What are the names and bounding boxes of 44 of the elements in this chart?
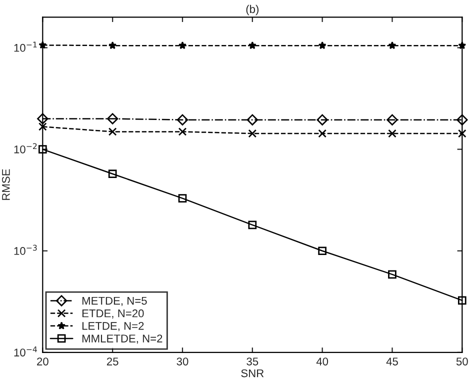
x-tick-label: 20	[37, 358, 48, 366]
point	[388, 129, 396, 138]
point	[456, 114, 468, 126]
y-axis-title: RMSE	[2, 169, 10, 200]
point	[176, 114, 188, 126]
chart-title: (b)	[246, 4, 259, 16]
legend-label: METDE, N=5	[82, 296, 147, 306]
point	[248, 41, 256, 50]
point	[178, 41, 186, 50]
point	[248, 220, 257, 230]
legend-label: LETDE, N=2	[82, 322, 144, 332]
point	[388, 41, 396, 50]
point	[248, 129, 257, 138]
point	[246, 114, 258, 126]
point	[106, 113, 118, 124]
point	[38, 122, 47, 131]
y-tick-label: 10$^{−2}$	[14, 143, 37, 154]
legend-label: ETDE, N=20	[82, 309, 144, 319]
point	[388, 270, 396, 279]
point	[38, 145, 47, 154]
x-tick-label: 30	[176, 358, 188, 366]
point	[458, 296, 466, 305]
x-tick-label: 25	[106, 358, 118, 366]
point	[318, 246, 326, 256]
point	[178, 194, 187, 202]
y-tick-label: 10$^{−1}$	[14, 42, 37, 52]
point	[318, 129, 326, 138]
point	[318, 41, 326, 50]
x-tick-label: 50	[456, 358, 468, 366]
point	[108, 170, 117, 178]
point	[37, 113, 48, 124]
x-tick-label: 40	[316, 358, 328, 366]
y-tick-label: 10$^{−4}$	[14, 346, 37, 356]
x-tick-label: 35	[246, 358, 258, 366]
point	[386, 114, 398, 126]
x-tick-label: 45	[386, 358, 398, 366]
point	[178, 128, 187, 136]
y-tick-label: 10$^{−3}$	[14, 244, 37, 255]
point	[458, 129, 466, 138]
point	[108, 128, 117, 136]
x-axis-title: SNR	[241, 369, 264, 378]
legend-label: MMLETDE, N=2	[82, 334, 162, 344]
point	[316, 114, 328, 126]
point	[108, 41, 117, 50]
